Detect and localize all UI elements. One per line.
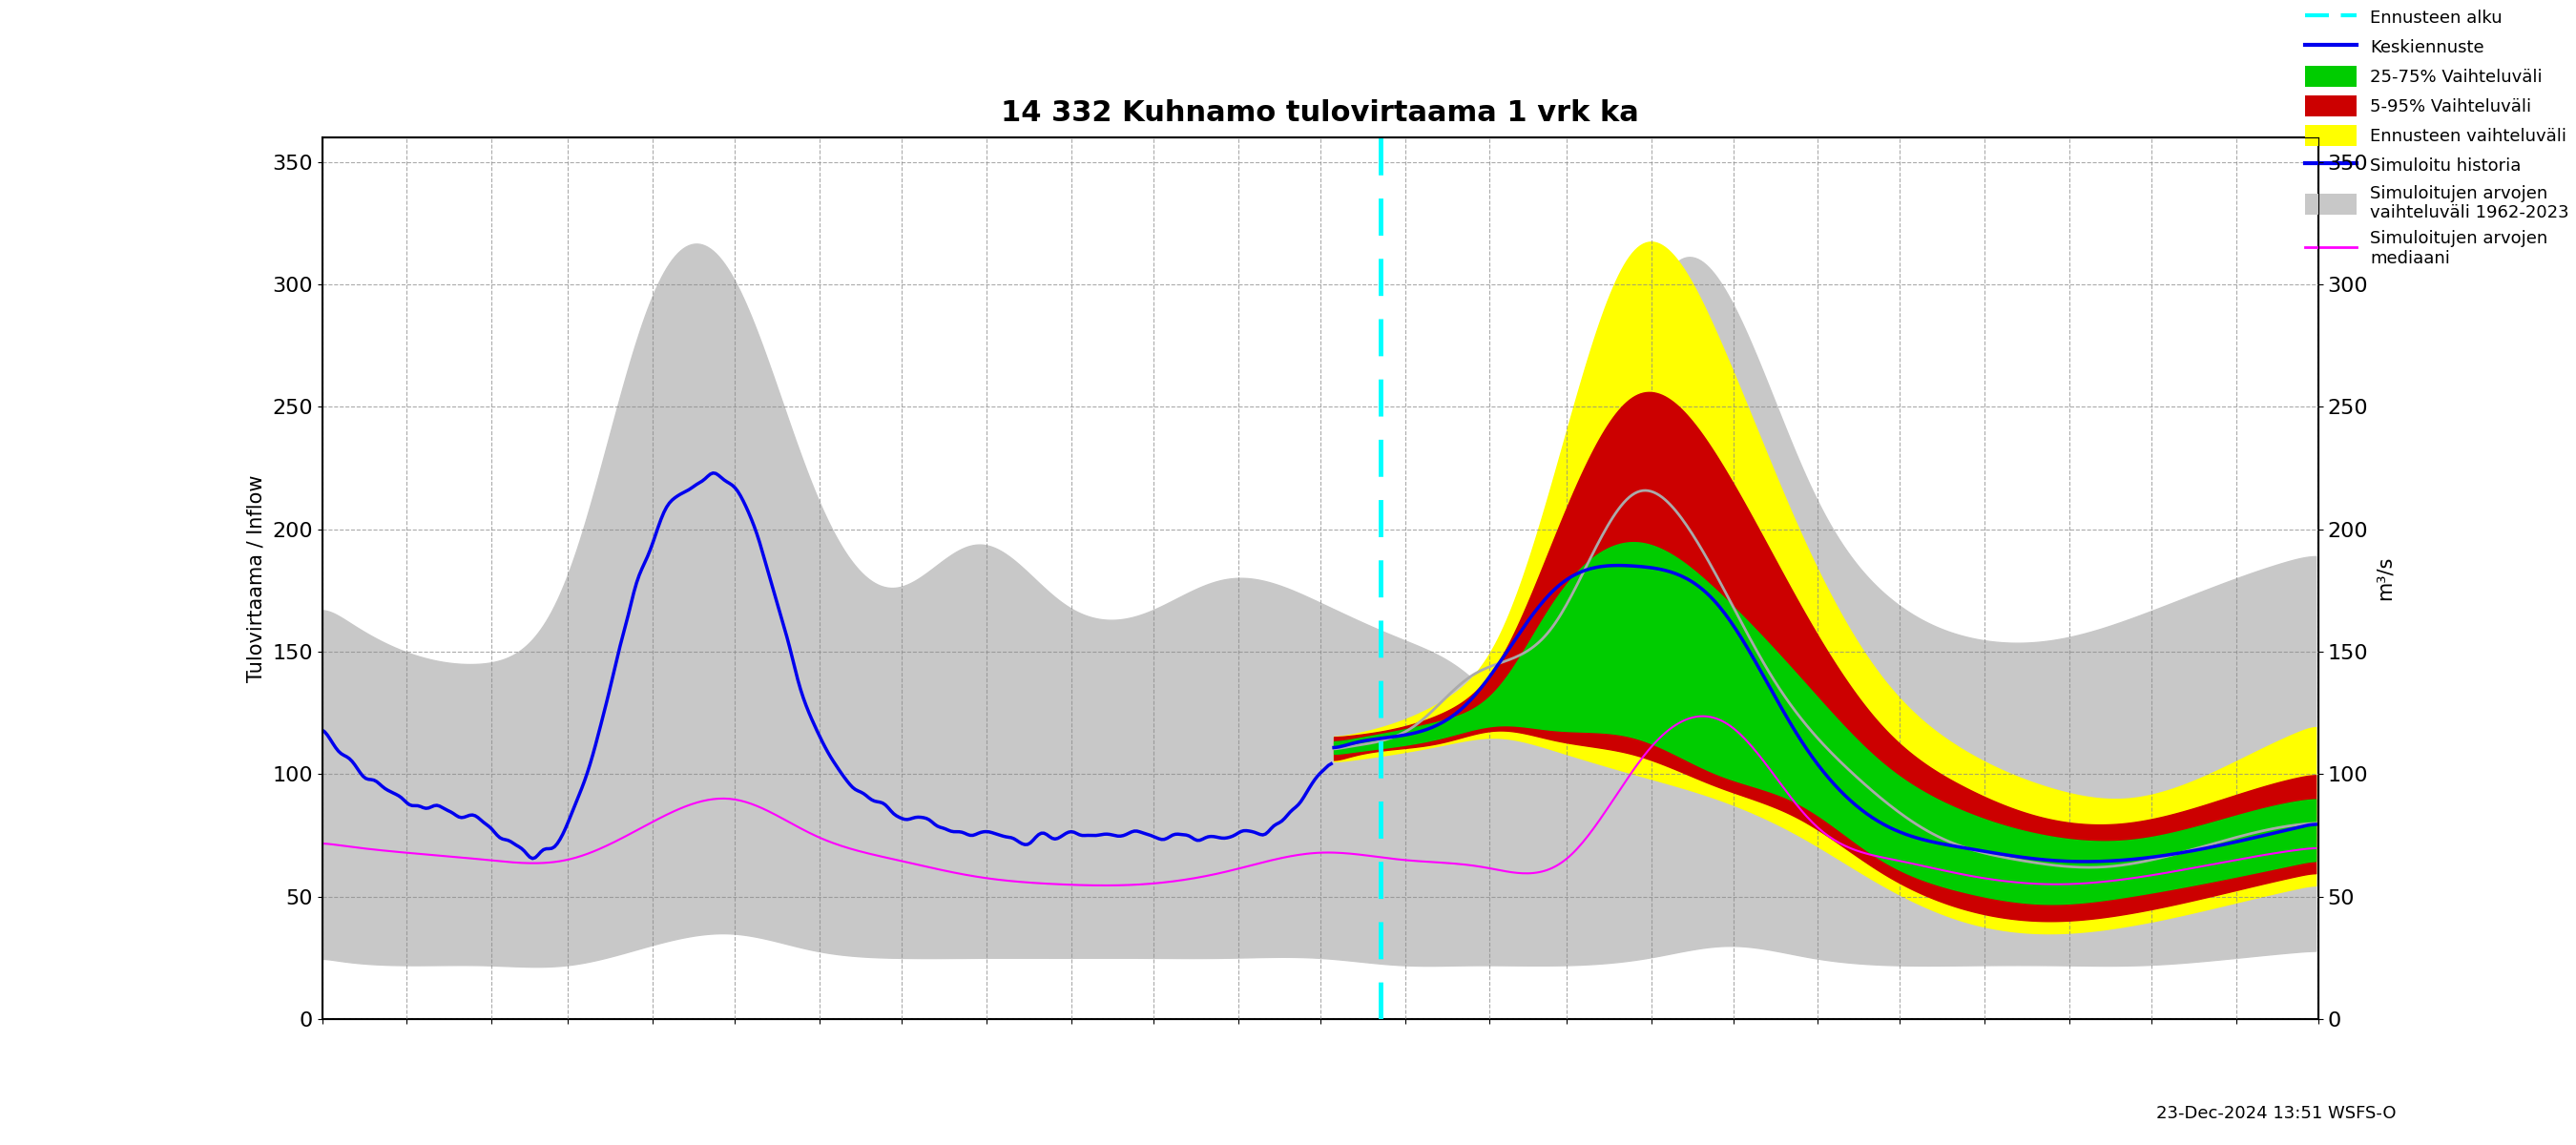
Text: 23-Dec-2024 13:51 WSFS-O: 23-Dec-2024 13:51 WSFS-O <box>2156 1105 2396 1122</box>
Y-axis label: Tulovirtaama / Inflow: Tulovirtaama / Inflow <box>247 474 265 682</box>
Title: 14 332 Kuhnamo tulovirtaama 1 vrk ka: 14 332 Kuhnamo tulovirtaama 1 vrk ka <box>1002 100 1638 127</box>
Legend: Ennusteen alku, Keskiennuste, 25-75% Vaihteluväli, 5-95% Vaihteluväli, Ennusteen: Ennusteen alku, Keskiennuste, 25-75% Vai… <box>2298 0 2576 275</box>
Y-axis label: m³/s: m³/s <box>2375 556 2393 600</box>
